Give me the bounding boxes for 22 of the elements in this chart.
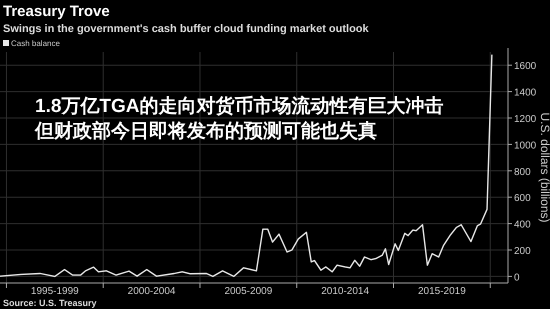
- annotation: 但财政部今日即将发布的预测可能也失真: [34, 120, 377, 142]
- chart-subtitle: Swings in the government's cash buffer cloud funding market outlook: [3, 23, 370, 35]
- x-tick-label: 2010-2014: [321, 286, 370, 297]
- chart-title: Treasury Trove: [3, 3, 110, 20]
- source-note: Source: U.S. Treasury: [3, 298, 97, 308]
- y-tick-label: 200: [514, 246, 532, 257]
- y-tick-label: 1200: [514, 114, 537, 125]
- y-axis-title: U.S. dollars (billions): [538, 112, 550, 223]
- y-tick-label: 600: [514, 193, 532, 204]
- y-tick-label: 0: [514, 272, 520, 284]
- y-tick-label: 1600: [514, 61, 537, 72]
- annotation: 1.8万亿TGA的走向对货币市场流动性有巨大冲击: [35, 95, 444, 117]
- y-tick-label: 1000: [514, 140, 537, 152]
- legend-label: Cash balance: [11, 39, 60, 48]
- line-series: [0, 54, 493, 278]
- x-tick-label: 2005-2009: [224, 286, 273, 297]
- x-tick-label: 2000-2004: [128, 286, 176, 297]
- y-tick-label: 400: [514, 220, 532, 231]
- x-tick-label: 2015-2019: [418, 286, 466, 297]
- y-tick-label: 800: [514, 166, 532, 178]
- y-tick-label: 1400: [514, 88, 537, 99]
- x-tick-label: 1995-1999: [30, 286, 80, 297]
